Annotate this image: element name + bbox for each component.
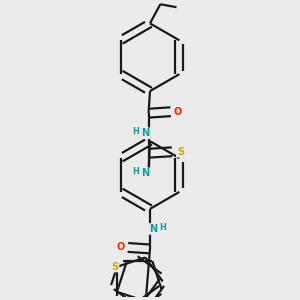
Text: O: O xyxy=(174,107,182,117)
Text: O: O xyxy=(116,242,125,253)
Text: S: S xyxy=(177,147,184,157)
Text: H: H xyxy=(133,167,140,176)
Text: S: S xyxy=(112,262,118,272)
Text: H: H xyxy=(159,223,166,232)
Text: N: N xyxy=(149,224,157,234)
Text: H: H xyxy=(133,127,140,136)
Text: N: N xyxy=(142,168,150,178)
Text: N: N xyxy=(142,128,150,138)
